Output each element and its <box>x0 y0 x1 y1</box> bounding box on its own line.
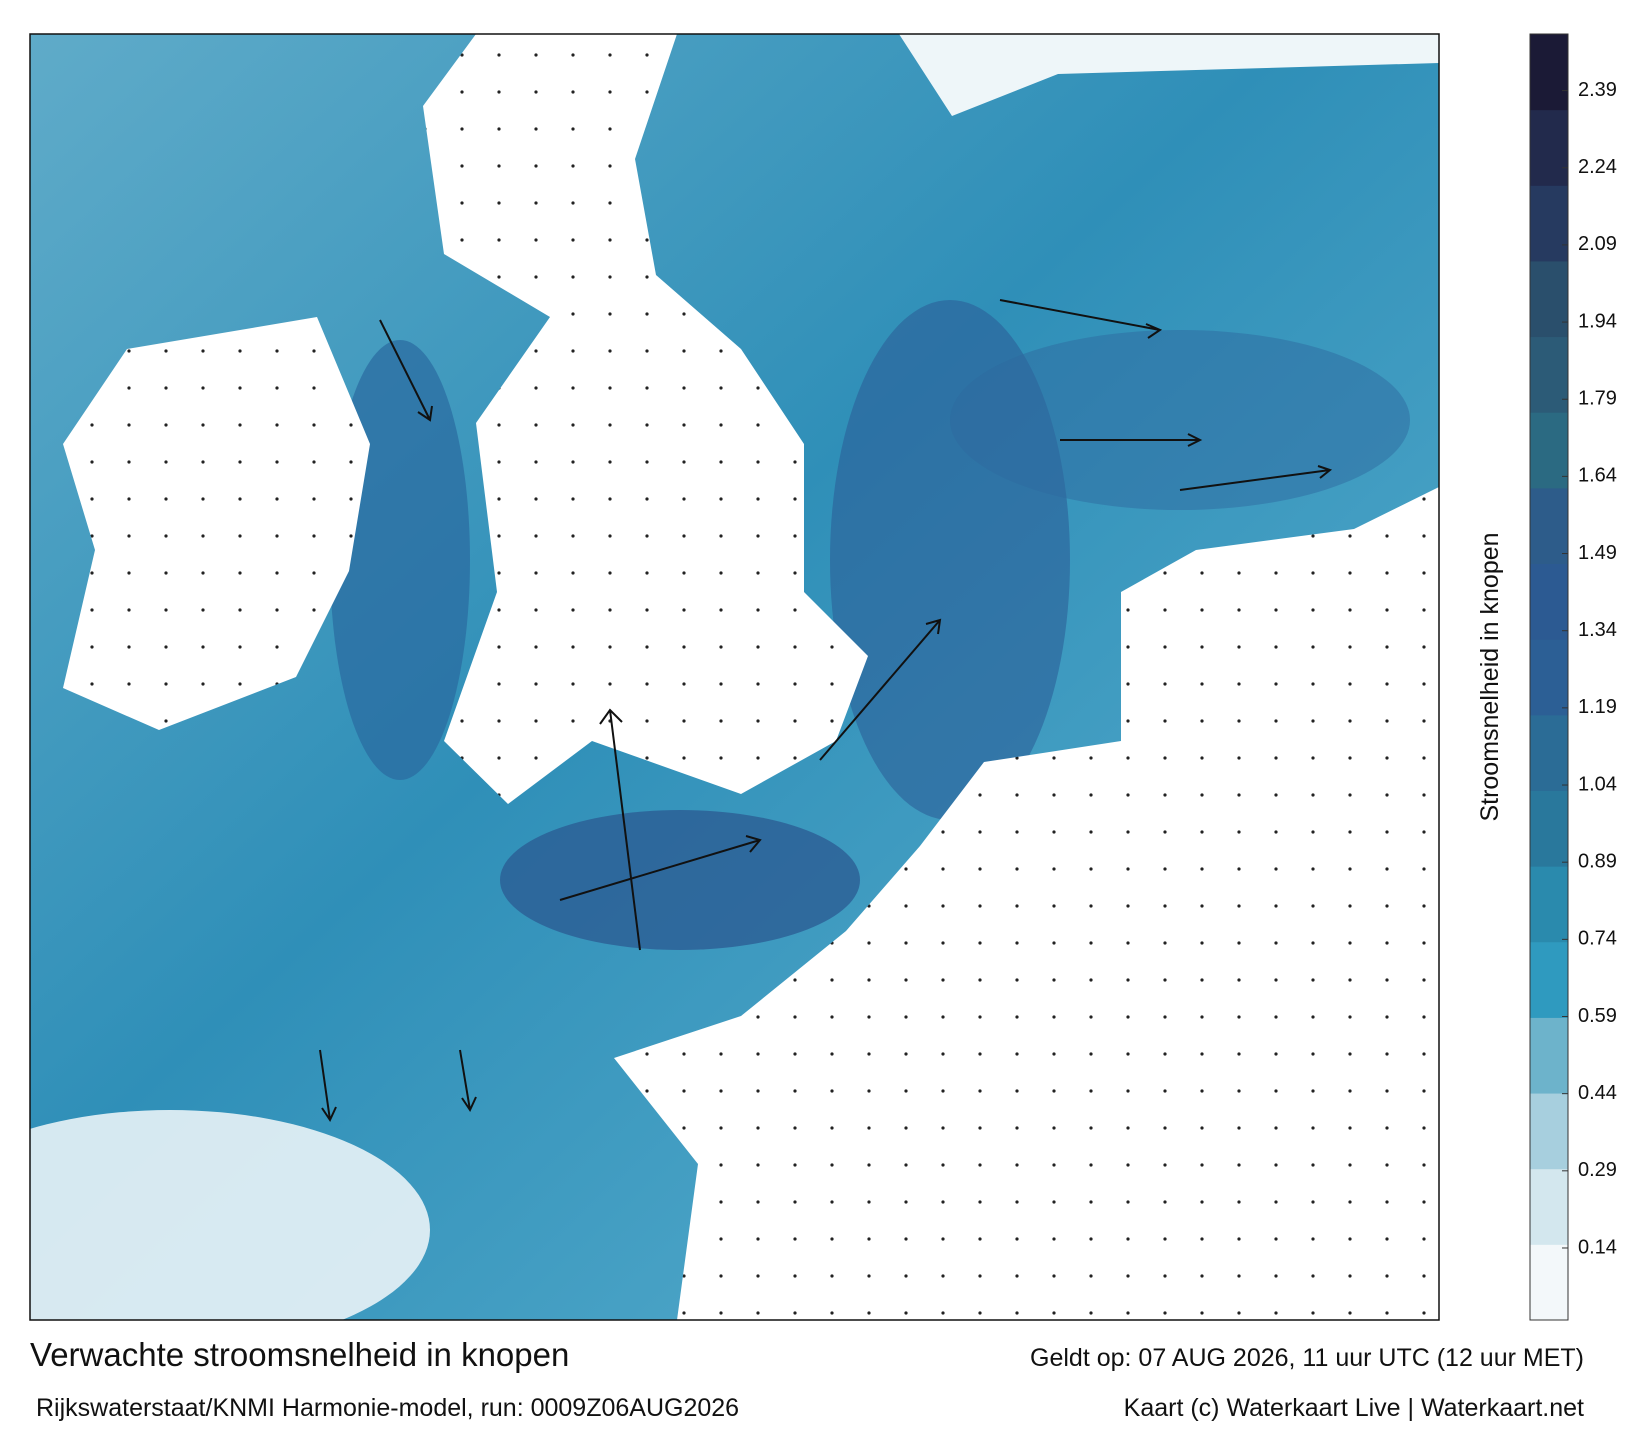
colorbar-band <box>1530 260 1568 338</box>
sea-shallow <box>30 1110 430 1320</box>
land <box>423 34 868 804</box>
colorbar-band <box>1530 34 1568 111</box>
land <box>899 34 1439 116</box>
land <box>614 487 1439 1320</box>
colorbar-tick-label: 1.79 <box>1578 388 1617 410</box>
colorbar-band <box>1530 109 1568 186</box>
colorbar-band <box>1530 1093 1568 1170</box>
colorbar-band <box>1530 941 1568 1018</box>
sea-channel <box>500 810 860 950</box>
colorbar-band <box>1530 790 1568 867</box>
colorbar-tick-label: 0.89 <box>1578 850 1617 872</box>
colorbar-band <box>1530 487 1568 565</box>
colorbar-tick-label: 2.24 <box>1578 156 1617 178</box>
colorbar-band <box>1530 336 1568 413</box>
colorbar-tick-label: 1.04 <box>1578 773 1617 795</box>
colorbar: 0.14 0.29 0.44 0.59 0.74 0.89 1.04 1.19 1.34 1.49… <box>1530 34 1617 1321</box>
colorbar-tick-label: 0.59 <box>1578 1005 1617 1027</box>
land <box>63 317 370 730</box>
colorbar-tick-label: 1.19 <box>1578 696 1617 718</box>
map-frame <box>29 33 1440 1321</box>
valid-time: Geldt op: 07 AUG 2026, 11 uur UTC (12 uu… <box>1030 1344 1584 1372</box>
colorbar-band <box>1530 639 1568 716</box>
colorbar-band <box>1530 714 1568 791</box>
colorbar-tick-label: 0.29 <box>1578 1159 1617 1181</box>
colorbar-tick-label: 0.14 <box>1578 1236 1617 1258</box>
colorbar-band <box>1530 412 1568 489</box>
colorbar-band <box>1530 563 1568 640</box>
colorbar-band <box>1530 1017 1568 1094</box>
colorbar-tick-label: 1.49 <box>1578 542 1617 564</box>
source: Rijkswaterstaat/KNMI Harmonie-model, run… <box>36 1394 739 1422</box>
colorbar-tick-label: 0.74 <box>1578 928 1617 950</box>
title: Verwachte stroomsnelheid in knopen <box>30 1336 569 1373</box>
colorbar-tick-label: 2.39 <box>1578 79 1617 101</box>
colorbar-tick-label: 1.94 <box>1578 310 1617 332</box>
colorbar-tick-label: 2.09 <box>1578 233 1617 255</box>
credit: Kaart (c) Waterkaart Live | Waterkaart.n… <box>1124 1394 1584 1422</box>
current-arrows <box>319 299 1333 1123</box>
colorbar-band <box>1530 1244 1568 1321</box>
colorbar-tick-label: 1.64 <box>1578 465 1617 487</box>
colorbar-frame <box>1529 33 1569 1321</box>
colorbar-band <box>1530 866 1568 943</box>
colorbar-label: Stroomsnelheid in knopen <box>1476 532 1504 821</box>
colorbar-tick-label: 0.44 <box>1578 1082 1617 1104</box>
map <box>30 34 1439 1320</box>
sea-channel <box>950 330 1410 510</box>
colorbar-tick-label: 1.34 <box>1578 619 1617 641</box>
colorbar-band <box>1530 1168 1568 1245</box>
colorbar-band <box>1530 185 1568 262</box>
